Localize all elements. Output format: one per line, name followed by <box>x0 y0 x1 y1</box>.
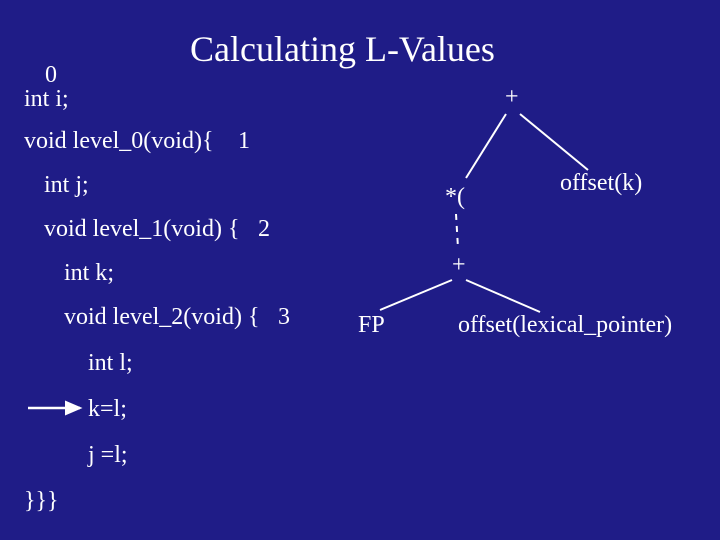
tree-edge <box>380 280 452 310</box>
tree-offset-lex: offset(lexical_pointer) <box>458 312 672 339</box>
level-2-marker: 2 <box>258 216 270 243</box>
tree-edge <box>456 214 458 248</box>
tree-star-paren: *( <box>445 184 465 211</box>
code-int-i: int i; <box>24 86 69 113</box>
code-assign-k: k=l; <box>88 396 127 423</box>
tree-offset-k: offset(k) <box>560 170 642 197</box>
level-3-marker: 3 <box>278 304 290 331</box>
tree-plus-top: + <box>505 84 519 111</box>
tree-edge <box>520 114 588 170</box>
tree-edge <box>466 280 540 312</box>
code-closers: }}} <box>24 488 59 515</box>
level-1-marker: 1 <box>238 128 250 155</box>
code-level-0: void level_0(void){ <box>24 128 213 155</box>
code-int-j: int j; <box>44 172 89 199</box>
tree-plus-mid: + <box>452 252 466 279</box>
code-int-k: int k; <box>64 260 114 287</box>
code-assign-j: j =l; <box>88 442 128 469</box>
tree-fp: FP <box>358 312 385 339</box>
page-title: Calculating L-Values <box>190 28 495 70</box>
level-0-marker: 0 <box>45 62 57 89</box>
code-level-2: void level_2(void) { <box>64 304 259 331</box>
tree-edge <box>466 114 506 178</box>
code-int-l: int l; <box>88 350 133 377</box>
code-level-1: void level_1(void) { <box>44 216 239 243</box>
